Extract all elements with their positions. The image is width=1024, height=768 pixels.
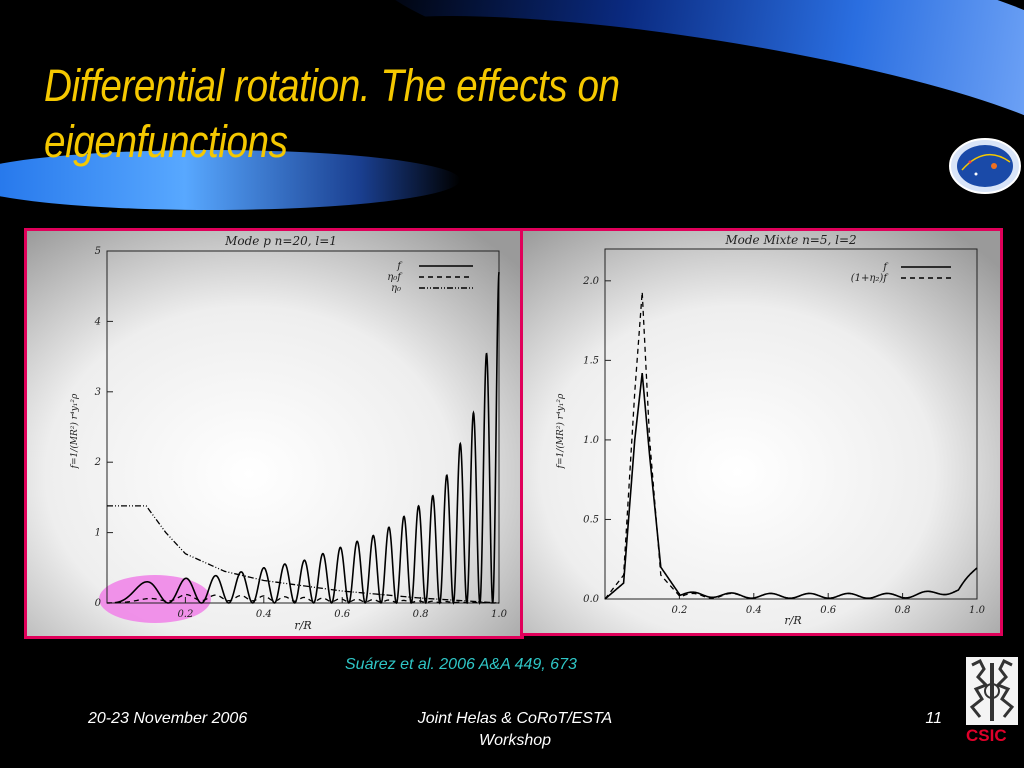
x-tick-label: 1.0	[969, 605, 986, 616]
title-line-2: eigenfunctions	[44, 116, 288, 167]
legend-label-1eta2f: (1+η₂)f	[851, 273, 890, 284]
y-tick-label: 1.5	[583, 355, 599, 366]
series-1eta2f-line	[604, 291, 978, 600]
y-tick-label: 2	[94, 457, 101, 468]
y-tick-label: 5	[95, 246, 101, 257]
footer-conference: Joint Helas & CoRoT/ESTA Workshop	[417, 710, 613, 749]
chart-title: Mode Mixte n=5, l=2	[724, 233, 856, 247]
x-tick-label: 0.6	[820, 605, 837, 616]
y-tick-label: 1.0	[583, 435, 600, 446]
blue-swoosh-left	[0, 150, 460, 210]
legend: f η₀f η₀	[387, 261, 473, 294]
y-tick-label: 4	[94, 316, 101, 327]
left-chart-panel: 0.2 0.4 0.6 0.8 1.0 0 1 2 3 4 5 Mode p n=20, l=1 r…	[24, 228, 524, 639]
slide-title: Differential rotation. The effects on ei…	[44, 58, 732, 170]
y-tick-label: 3	[95, 387, 101, 398]
x-tick-label: 0.8	[895, 605, 911, 616]
x-tick-label: 0.8	[413, 609, 429, 620]
y-axis-label: f=1/(MR²) r⁴y₁²ρ	[69, 393, 80, 469]
x-tick-label: 1.0	[491, 609, 508, 620]
x-tick-label: 0.2	[177, 609, 193, 620]
chart-mode-p: 0.2 0.4 0.6 0.8 1.0 0 1 2 3 4 5 Mode p n=20, l=1 r…	[27, 231, 521, 636]
right-chart-panel: 0.2 0.4 0.6 0.8 1.0 0.0 0.5 1.0 1.5 2.0 Mode Mixt…	[520, 228, 1003, 636]
x-tick-label: 0.4	[256, 609, 272, 620]
conference-logo-icon	[949, 138, 1021, 194]
series-eta0-line	[107, 505, 500, 604]
citation-text: Suárez et al. 2006 A&A 449, 673	[345, 656, 577, 673]
chart-mode-mixte: 0.2 0.4 0.6 0.8 1.0 0.0 0.5 1.0 1.5 2.0 Mode Mixt…	[523, 231, 1000, 633]
x-axis-label: r/R	[294, 619, 311, 632]
legend-label-eta0: η₀	[391, 283, 401, 294]
x-tick-label: 0.2	[671, 605, 687, 616]
y-tick-label: 2.0	[582, 276, 600, 287]
x-tick-label: 0.4	[746, 605, 762, 616]
x-axis-label: r/R	[784, 614, 801, 627]
legend-label-f: f	[882, 262, 889, 273]
footer-date: 20-23 November 2006	[88, 710, 248, 727]
y-tick-label: 1	[95, 528, 101, 539]
legend-label-eta0f: η₀f	[387, 272, 403, 283]
series-eta0f-line	[106, 593, 500, 604]
title-line-1: Differential rotation. The effects on	[44, 60, 620, 111]
y-axis-label: f=1/(MR²) r⁴y₁²ρ	[555, 393, 566, 469]
series-f-line	[114, 272, 500, 605]
legend: f (1+η₂)f	[851, 262, 951, 284]
csic-logo-icon	[966, 657, 1018, 725]
y-tick-label: 0.5	[583, 514, 599, 525]
chart-title: Mode p n=20, l=1	[224, 234, 337, 248]
legend-label-f: f	[396, 261, 403, 272]
y-tick-label: 0.0	[583, 594, 600, 605]
x-tick-label: 0.6	[334, 609, 351, 620]
page-number: 11	[925, 710, 942, 727]
csic-label: CSIC	[966, 726, 1007, 745]
y-tick-label: 0	[95, 598, 102, 609]
